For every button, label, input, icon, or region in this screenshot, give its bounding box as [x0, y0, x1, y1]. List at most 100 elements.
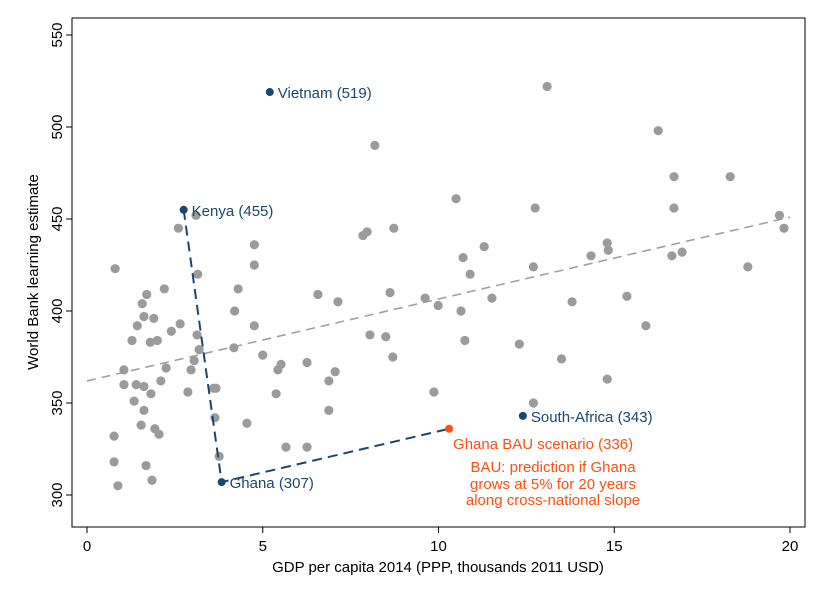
y-tick-label: 450: [49, 206, 66, 231]
data-point: [273, 365, 283, 375]
data-point: [147, 475, 157, 485]
data-point: [388, 352, 398, 362]
data-point: [389, 223, 399, 233]
point-south-africa: [518, 411, 527, 420]
data-point: [229, 343, 239, 353]
data-point: [136, 420, 146, 430]
ghana-path: [182, 209, 450, 484]
data-point: [141, 460, 151, 471]
data-point: [183, 387, 193, 397]
label-vietnam: Vietnam (519): [278, 85, 372, 102]
data-point: [173, 223, 183, 233]
data-point: [191, 210, 201, 220]
data-point: [774, 210, 785, 220]
data-point: [542, 81, 552, 92]
data-point: [161, 363, 171, 373]
data-point: [530, 203, 540, 213]
data-point: [192, 330, 202, 340]
data-point: [129, 396, 139, 406]
data-point: [779, 223, 789, 233]
point-kenya: [179, 205, 188, 214]
data-point: [420, 293, 430, 303]
data-point: [281, 442, 291, 452]
data-point: [333, 297, 343, 307]
data-point: [211, 383, 221, 393]
data-point: [242, 418, 252, 428]
data-point: [127, 335, 137, 346]
data-point: [586, 251, 596, 261]
data-point: [669, 172, 679, 182]
data-point: [146, 389, 156, 399]
data-point: [330, 367, 340, 377]
data-point: [465, 269, 475, 279]
data-point: [567, 297, 577, 307]
y-tick-label: 400: [49, 298, 66, 323]
data-point: [602, 374, 612, 384]
data-point: [271, 389, 281, 399]
data-point: [370, 140, 380, 150]
data-point: [324, 376, 334, 386]
data-point: [479, 242, 489, 252]
data-point: [139, 311, 149, 322]
data-point: [189, 356, 199, 366]
point-ghana: [217, 478, 226, 487]
data-point: [458, 253, 468, 263]
data-point: [230, 306, 240, 316]
data-point: [258, 350, 268, 360]
data-point: [556, 354, 567, 364]
data-point: [433, 300, 443, 311]
data-point: [460, 335, 470, 346]
data-point: [641, 321, 651, 331]
x-tick-label: 20: [782, 538, 799, 555]
data-point: [145, 337, 155, 347]
data-point: [669, 203, 679, 213]
data-point: [302, 357, 312, 368]
data-point: [429, 387, 439, 397]
x-axis-label: GDP per capita 2014 (PPP, thousands 2011…: [272, 559, 604, 576]
data-point: [166, 326, 176, 336]
y-tick-label: 550: [49, 22, 66, 47]
data-point: [110, 264, 120, 274]
data-point: [249, 321, 259, 331]
label-ghana-bau: Ghana BAU scenario (336): [453, 436, 633, 453]
data-point: [142, 289, 152, 300]
data-point: [249, 260, 259, 270]
data-point: [175, 319, 185, 329]
data-point: [313, 289, 323, 300]
data-point: [622, 291, 632, 301]
x-tick-label: 5: [259, 538, 267, 555]
fit-line: [86, 216, 791, 382]
label-kenya: Kenya (455): [192, 203, 274, 220]
data-point: [249, 240, 259, 250]
data-point: [528, 398, 539, 408]
data-point: [528, 262, 539, 272]
data-point: [132, 321, 142, 331]
data-point: [324, 405, 334, 415]
x-tick-label: 10: [430, 538, 447, 555]
annotation-line-3: along cross-national slope: [466, 492, 640, 509]
data-point: [365, 330, 375, 340]
data-point: [109, 431, 119, 441]
data-point: [653, 126, 663, 136]
data-point: [743, 262, 753, 272]
data-point: [214, 451, 224, 461]
data-point: [119, 380, 129, 390]
data-point: [514, 339, 524, 349]
label-ghana: Ghana (307): [230, 475, 314, 492]
data-point: [451, 194, 461, 204]
data-point: [381, 332, 391, 342]
y-tick-label: 300: [49, 482, 66, 507]
plot-frame: [71, 17, 806, 528]
x-tick-label: 0: [83, 538, 91, 555]
x-tick-label: 15: [606, 538, 623, 555]
data-point: [149, 313, 159, 323]
point-ghana-bau: [445, 424, 454, 433]
data-point: [233, 284, 243, 294]
data-point: [152, 335, 162, 346]
data-point: [603, 245, 613, 255]
data-point: [119, 365, 129, 375]
y-tick-label: 350: [49, 390, 66, 415]
data-point: [302, 442, 312, 452]
data-point: [193, 269, 203, 279]
data-point: [194, 345, 204, 355]
